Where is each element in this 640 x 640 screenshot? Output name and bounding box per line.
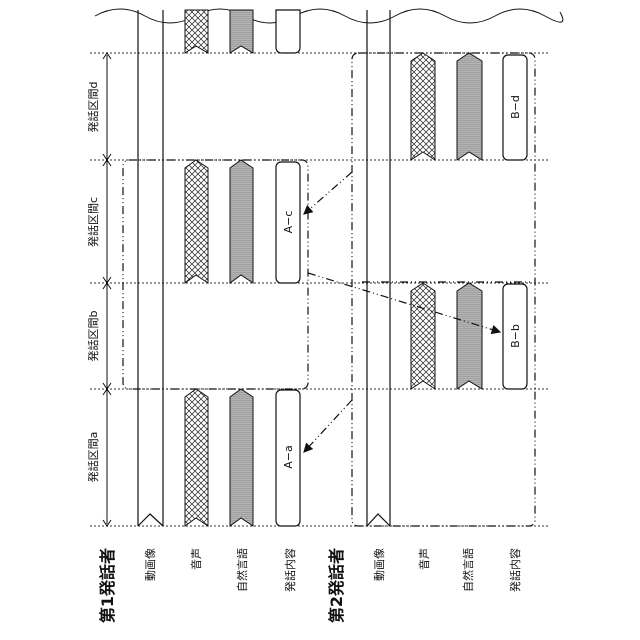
interval-label-d: 発話区間d [86,82,100,133]
speaker1-content-label: 発話内容 [283,548,297,592]
interval-axis [103,53,111,526]
speaker2-label: 第2発話者 [327,548,346,623]
speaker2-audio-segments [411,53,435,389]
content-label-b-d: B−d [509,95,522,119]
interval-label-b: 発話区間b [86,310,100,361]
content-label-b-b: B−b [509,324,522,348]
speaker2-content-label: 発話内容 [508,548,522,592]
speaker2-nl-label: 自然言語 [461,548,475,592]
speaker1-label: 第1発話者 [98,548,117,623]
speaker2-video-label: 動画像 [372,548,386,581]
speaker1-natural-language-segments [230,10,253,526]
break-line [95,9,563,23]
speaker1-video-label: 動画像 [143,548,157,581]
content-label-a-c: A−c [282,211,295,234]
speaker2-video-stream [367,10,390,526]
interval-label-a: 発話区間a [86,432,100,483]
speaker1-audio-segments [185,10,208,526]
content-label-a-a: A−a [282,445,295,468]
speaker1-nl-label: 自然言語 [235,548,249,592]
interval-label-c: 発話区間c [86,197,100,247]
speaker1-audio-label: 音声 [189,548,203,570]
speaker1-video-stream [138,10,163,526]
speech-interval-diagram: 発話区間d 発話区間c 発話区間b 発話区間a A−c A−a [0,0,640,640]
speaker2-audio-label: 音声 [417,548,431,570]
speaker2-natural-language-segments [457,53,482,389]
